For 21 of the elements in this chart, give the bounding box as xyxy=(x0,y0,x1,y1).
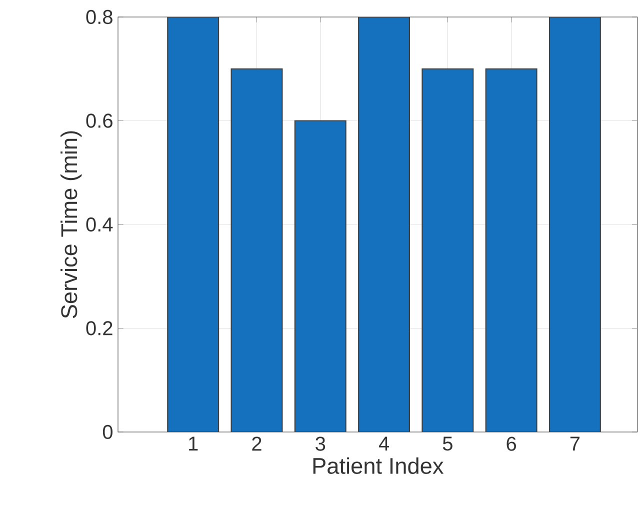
bar xyxy=(548,17,601,432)
y-tick-label: 0 xyxy=(102,424,112,440)
x-tick-label: 7 xyxy=(570,436,580,450)
x-tick-label: 3 xyxy=(316,436,326,451)
x-tick-label: 2 xyxy=(252,436,262,451)
y-tick-label: 0.8 xyxy=(86,10,112,24)
bar xyxy=(168,17,219,432)
x-tick-label: 4 xyxy=(378,436,390,450)
bar xyxy=(486,68,537,432)
y-tick-label: 0.2 xyxy=(86,321,112,336)
x-tick-label: 1 xyxy=(189,436,198,450)
y-tick-label: 0.4 xyxy=(86,217,113,232)
x-tick-label: 5 xyxy=(442,436,452,451)
y-axis-title: Service Time (min) xyxy=(60,131,82,318)
y-tick-label: 0.6 xyxy=(86,114,112,128)
bar xyxy=(231,68,282,432)
bar xyxy=(294,120,346,432)
bar xyxy=(422,68,474,432)
bar xyxy=(358,17,410,432)
x-axis-title: Patient Index xyxy=(313,457,444,474)
x-tick-label: 6 xyxy=(506,436,516,451)
